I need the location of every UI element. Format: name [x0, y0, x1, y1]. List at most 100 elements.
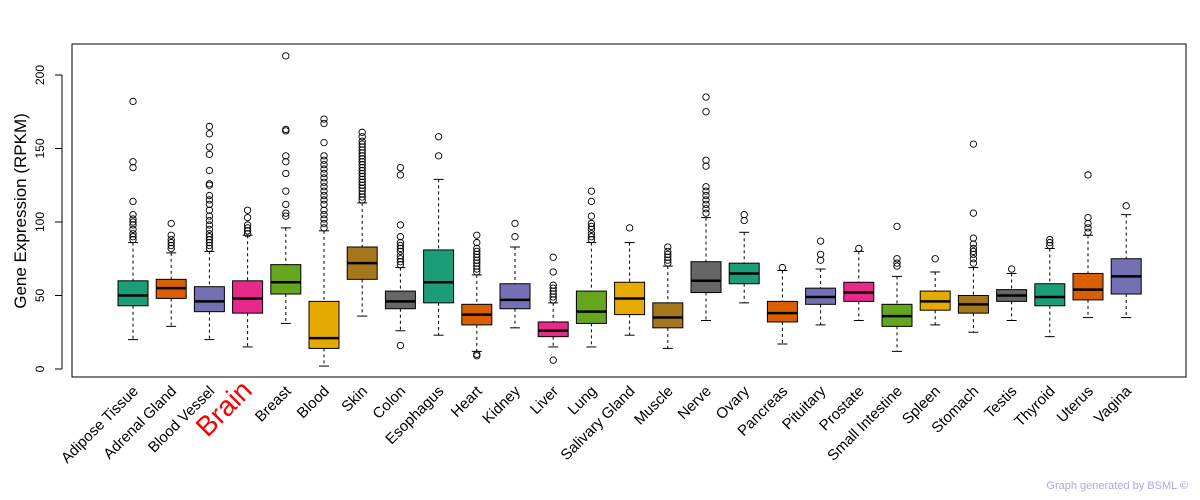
outlier-point	[587, 235, 596, 244]
outlier-point	[205, 206, 214, 214]
outlier-point	[549, 284, 557, 292]
outlier-point	[358, 166, 366, 175]
box-group	[193, 122, 225, 341]
outlier-point	[282, 152, 290, 160]
outlier-point	[702, 187, 710, 195]
outlier-point	[320, 215, 328, 223]
box-group	[155, 219, 187, 327]
outlier-point	[358, 181, 366, 189]
box-iqr	[423, 249, 455, 304]
outlier-point	[702, 93, 710, 101]
outlier-point	[320, 165, 328, 173]
outlier-point	[664, 259, 672, 267]
outlier-point	[358, 152, 366, 160]
box-group	[346, 128, 378, 317]
outlier-point	[549, 281, 557, 289]
outlier-point	[358, 133, 366, 141]
outlier-point	[396, 258, 405, 266]
outlier-point	[511, 219, 519, 228]
outlier-point	[549, 290, 557, 298]
outlier-point	[282, 158, 290, 166]
outlier-point	[549, 253, 557, 261]
outlier-point	[358, 187, 366, 195]
outlier-point	[1046, 241, 1054, 250]
outlier-point	[282, 212, 290, 220]
box-group	[614, 224, 646, 336]
outlier-point	[893, 222, 901, 231]
outlier-point	[549, 293, 557, 301]
box-group	[499, 219, 531, 329]
outlier-point	[167, 219, 175, 228]
x-tick-label: Uterus	[1054, 383, 1097, 426]
outlier-point	[129, 218, 137, 226]
outlier-point	[1084, 213, 1092, 222]
outlier-point	[396, 221, 405, 229]
box-group	[117, 97, 149, 341]
outlier-point	[893, 259, 901, 267]
outlier-point	[587, 219, 596, 228]
y-axis: 0 50 100 150 200	[33, 65, 63, 372]
outlier-point	[243, 206, 252, 214]
outlier-point	[358, 155, 366, 163]
outlier-point	[129, 230, 137, 238]
outlier-point	[740, 210, 748, 219]
outlier-point	[320, 169, 328, 178]
x-tick-label: Kidney	[479, 382, 524, 427]
outlier-point	[320, 196, 328, 204]
outlier-point	[243, 227, 252, 235]
outlier-point	[129, 163, 137, 172]
box-group	[881, 222, 913, 352]
outlier-point	[969, 209, 978, 217]
boxes-layer	[117, 52, 1142, 367]
outlier-point	[396, 252, 405, 260]
outlier-point	[129, 97, 137, 106]
box-group	[652, 243, 684, 349]
box-group	[308, 115, 340, 367]
outlier-point	[816, 256, 825, 264]
y-tick-label: 200	[33, 65, 47, 85]
outlier-point	[473, 265, 481, 273]
box-group	[384, 163, 416, 350]
outlier-point	[167, 241, 175, 250]
outlier-point	[702, 183, 710, 191]
box-iqr	[499, 283, 531, 310]
outlier-point	[129, 235, 137, 244]
x-tick-label: Breast	[252, 382, 295, 425]
box-iqr	[232, 280, 264, 314]
box-group	[805, 237, 837, 326]
outlier-point	[129, 197, 137, 206]
outlier-point	[358, 163, 366, 172]
outlier-point	[702, 196, 710, 204]
box-group	[1072, 171, 1104, 319]
outlier-point	[320, 183, 328, 191]
y-tick-label: 150	[33, 138, 47, 158]
outlier-point	[587, 225, 596, 234]
outlier-point	[1084, 228, 1092, 236]
outlier-point	[1084, 224, 1092, 232]
outlier-point	[358, 169, 366, 178]
outlier-point	[205, 122, 214, 131]
outlier-point	[320, 156, 328, 164]
outlier-point	[473, 352, 481, 360]
x-tick-label: Skin	[338, 383, 371, 416]
outlier-point	[396, 233, 405, 241]
outlier-point	[282, 200, 290, 209]
outlier-point	[893, 262, 901, 270]
outlier-point	[396, 255, 405, 263]
outlier-point	[320, 119, 328, 128]
outlier-point	[473, 268, 481, 276]
outlier-point	[396, 247, 405, 256]
box-group	[461, 231, 493, 360]
outlier-point	[396, 260, 405, 269]
outlier-point	[969, 140, 978, 148]
outlier-point	[549, 287, 557, 295]
outlier-point	[320, 187, 328, 195]
outlier-point	[320, 219, 328, 228]
outlier-point	[702, 156, 710, 164]
outlier-point	[1046, 235, 1054, 244]
outlier-point	[282, 127, 290, 135]
outlier-point	[396, 244, 405, 253]
outlier-point	[205, 191, 214, 200]
outlier-point	[969, 259, 978, 267]
